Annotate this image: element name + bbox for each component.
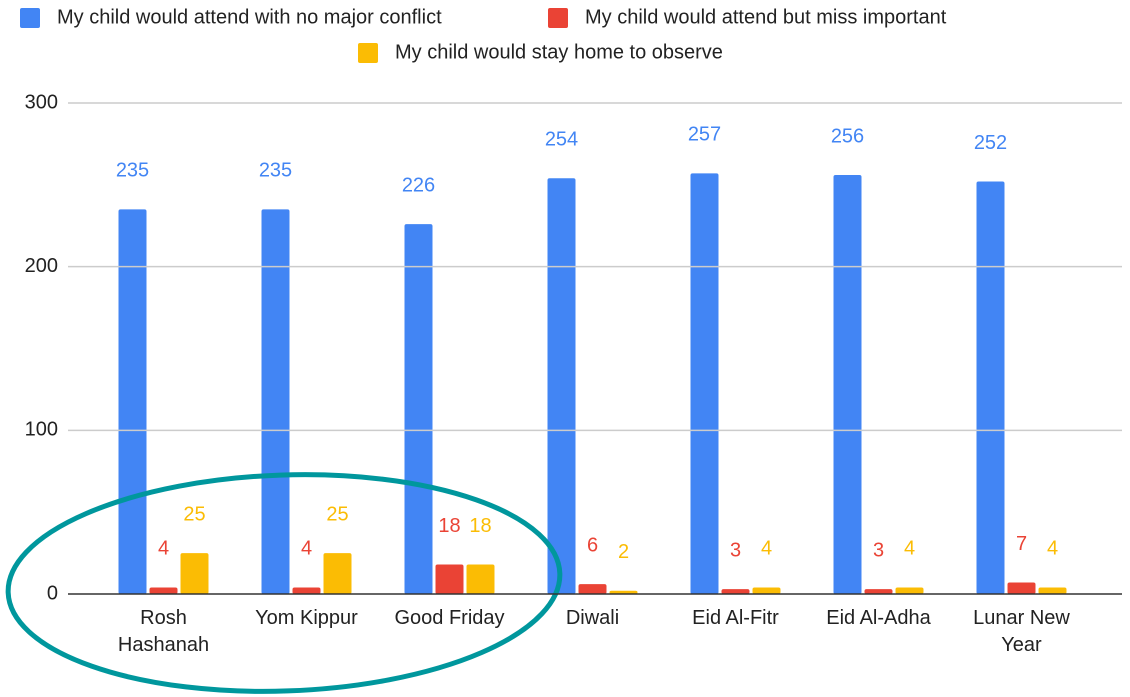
bar (149, 587, 178, 594)
data-label: 3 (873, 539, 884, 561)
data-label: 25 (326, 503, 348, 525)
bar (690, 173, 719, 595)
bar (404, 224, 433, 594)
legend-label: My child would attend with no major conf… (57, 6, 442, 28)
y-tick-label: 100 (25, 419, 58, 441)
data-label: 4 (761, 538, 772, 560)
x-tick-label: Good Friday (394, 607, 504, 629)
data-label: 256 (831, 125, 864, 147)
bar (547, 178, 576, 594)
bar (292, 587, 321, 594)
y-tick-label: 300 (25, 91, 58, 113)
data-label: 4 (158, 538, 169, 560)
bar (180, 553, 209, 594)
data-label: 226 (402, 174, 435, 196)
bar (578, 584, 607, 594)
x-tick-label: Rosh Hashanah (118, 607, 209, 656)
data-label: 7 (1016, 533, 1027, 555)
data-label: 235 (116, 160, 149, 182)
bar (435, 564, 464, 594)
data-label: 6 (587, 534, 598, 556)
legend-label: My child would attend but miss important (585, 6, 947, 28)
data-label: 252 (974, 132, 1007, 154)
data-label: 18 (469, 515, 491, 537)
data-label: 254 (545, 129, 578, 151)
bar (752, 587, 781, 594)
data-label: 257 (688, 124, 721, 146)
bar (864, 589, 893, 594)
bar (976, 181, 1005, 594)
bar (895, 587, 924, 594)
legend-swatch (20, 8, 40, 28)
data-label: 4 (1047, 538, 1058, 560)
x-tick-label: Lunar New Year (973, 607, 1070, 656)
data-label: 2 (618, 541, 629, 563)
bar (609, 590, 638, 594)
x-tick-label: Yom Kippur (255, 607, 358, 629)
bar (833, 175, 862, 594)
legend-swatch (548, 8, 568, 28)
bar (323, 553, 352, 594)
x-tick-label: Eid Al-Fitr (692, 607, 779, 629)
bar (1007, 582, 1036, 594)
y-tick-label: 200 (25, 255, 58, 277)
data-label: 18 (438, 515, 460, 537)
data-label: 25 (183, 503, 205, 525)
highlight-ellipse (5, 472, 563, 694)
data-label: 235 (259, 160, 292, 182)
x-tick-label: Diwali (566, 607, 619, 629)
x-tick-label: Eid Al-Adha (826, 607, 931, 629)
bar (1038, 587, 1067, 594)
bar (261, 209, 290, 594)
data-label: 4 (301, 538, 312, 560)
data-label: 3 (730, 539, 741, 561)
legend-swatch (358, 43, 378, 63)
bar (466, 564, 495, 594)
data-label: 4 (904, 538, 915, 560)
legend-label: My child would stay home to observe (395, 41, 723, 63)
bar (721, 589, 750, 594)
y-tick-label: 0 (47, 582, 58, 604)
